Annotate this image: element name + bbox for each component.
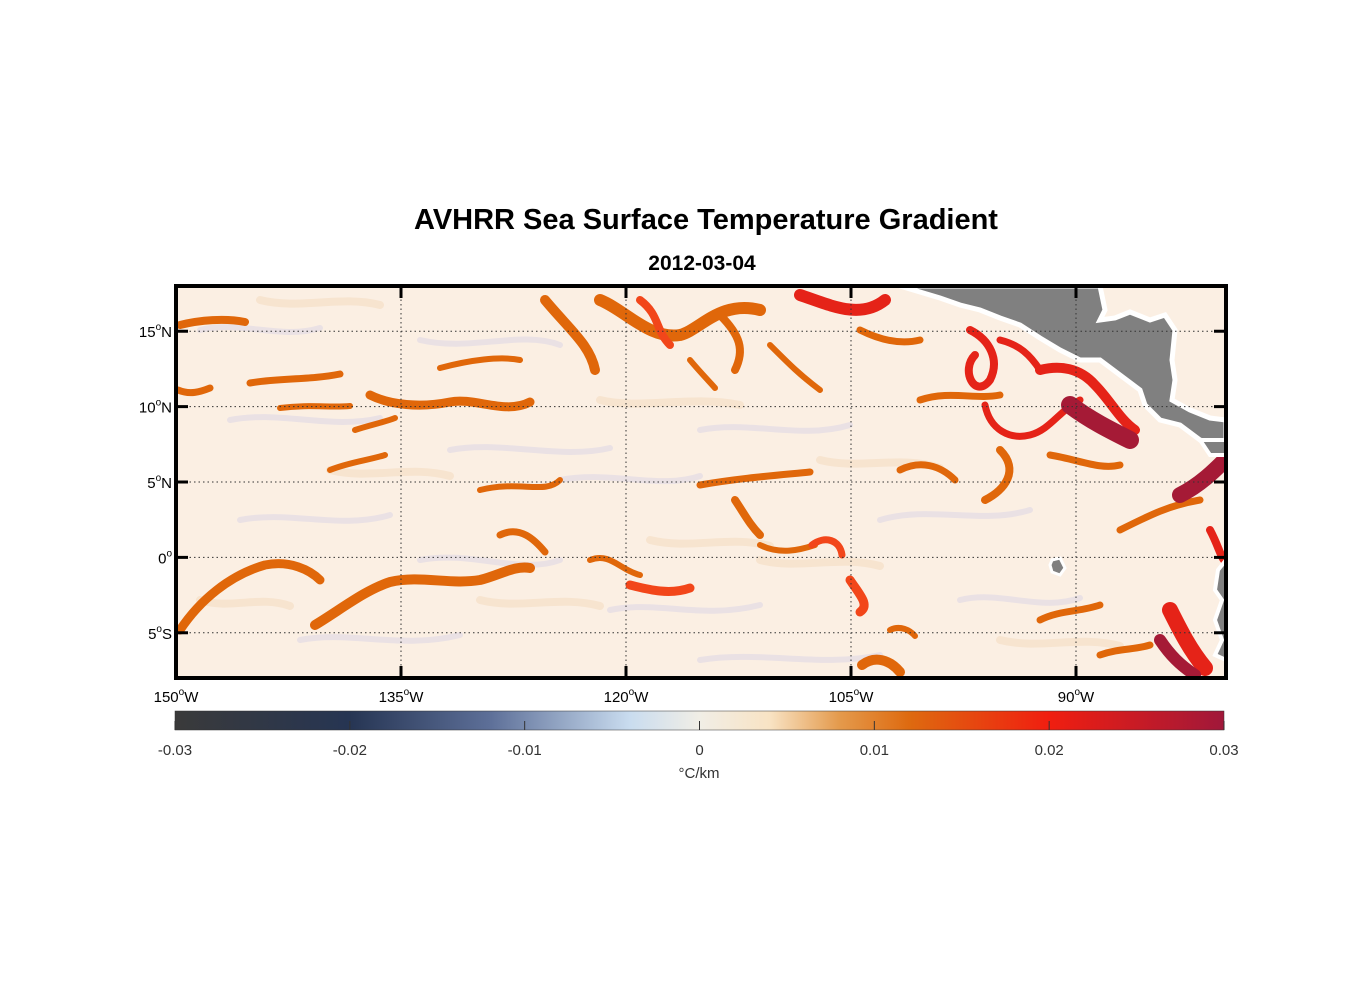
front-feature	[856, 326, 924, 346]
front-feature	[327, 452, 388, 473]
lat-tick-label: 0o	[158, 548, 172, 567]
colorbar-tick-label: 0.01	[860, 742, 889, 759]
land-layer	[899, 286, 1226, 663]
front-feature	[767, 342, 823, 393]
front-feature	[731, 496, 764, 539]
front-feature	[1096, 641, 1154, 659]
front-feature	[365, 390, 535, 412]
front-feature	[352, 415, 398, 433]
land-panama	[1196, 438, 1226, 457]
longitude-labels: 150oW 135oW 120oW 105oW 90oW	[154, 687, 1095, 706]
front-feature	[477, 477, 563, 493]
front-feature	[794, 289, 891, 316]
front-feature	[716, 311, 744, 374]
front-feature	[964, 326, 998, 391]
front-feature	[594, 294, 766, 342]
colorbar-tick-label: 0	[695, 742, 703, 759]
front-feature	[845, 575, 869, 617]
lon-tick-label: 105oW	[829, 687, 875, 706]
lat-tick-label: 15oN	[139, 322, 172, 341]
land-south-america	[1212, 556, 1226, 663]
colorbar-tick-label: 0.03	[1209, 742, 1238, 759]
lon-tick-label: 135oW	[379, 687, 425, 706]
lon-tick-label: 120oW	[604, 687, 650, 706]
lon-tick-label: 150oW	[154, 687, 200, 706]
lat-tick-label: 5oN	[147, 473, 172, 492]
front-feature	[310, 562, 535, 630]
colorbar: -0.03 -0.02 -0.01 0 0.01 0.02 0.03 °C/km	[158, 710, 1239, 782]
front-feature	[916, 391, 1004, 404]
front-feature	[176, 384, 214, 397]
galapagos-islands	[1048, 556, 1067, 577]
texture-layer	[196, 296, 1124, 663]
front-feature	[1061, 396, 1139, 449]
front-feature	[857, 654, 905, 677]
map-content	[176, 286, 1226, 678]
front-feature	[496, 528, 549, 556]
front-feature	[1046, 451, 1124, 470]
front-feature	[636, 296, 674, 349]
front-feature	[696, 468, 814, 489]
colorbar-tick-label: -0.02	[333, 742, 367, 759]
figure-title: AVHRR Sea Surface Temperature Gradient	[414, 204, 998, 236]
colorbar-label: °C/km	[679, 765, 720, 782]
sst-front-layer	[176, 289, 1226, 678]
lat-tick-label: 10oN	[139, 398, 172, 417]
latitude-labels: 15oN 10oN 5oN 0o 5oS	[139, 322, 173, 643]
front-feature	[437, 355, 523, 371]
front-feature	[896, 461, 959, 484]
colorbar-ticks: -0.03 -0.02 -0.01 0 0.01 0.02 0.03	[158, 721, 1239, 759]
lat-tick-label: 5oS	[148, 624, 172, 643]
colorbar-tick-label: -0.03	[158, 742, 192, 759]
frame-ticks	[174, 286, 1226, 678]
front-feature	[1172, 452, 1226, 503]
front-feature	[176, 559, 325, 635]
front-feature	[1154, 634, 1201, 678]
front-feature	[176, 315, 249, 329]
front-feature	[1035, 362, 1140, 435]
front-feature	[1116, 496, 1204, 534]
front-feature	[687, 357, 718, 391]
figure-subtitle: 2012-03-04	[648, 252, 756, 275]
front-feature	[981, 446, 1014, 504]
lon-tick-label: 90oW	[1058, 687, 1095, 706]
front-feature	[540, 295, 600, 375]
front-feature	[808, 536, 846, 559]
front-feature	[887, 624, 918, 639]
front-feature	[1162, 602, 1213, 676]
front-feature	[625, 580, 695, 596]
front-feature	[587, 555, 643, 578]
colorbar-tick-label: 0.02	[1035, 742, 1064, 759]
front-feature	[246, 370, 344, 387]
front-feature	[1036, 601, 1104, 624]
colorbar-tick-label: -0.01	[508, 742, 542, 759]
map-panel: 150oW 135oW 120oW 105oW 90oW 15oN 10oN 5oN 0o 5o…	[139, 284, 1228, 706]
front-feature	[277, 403, 353, 411]
